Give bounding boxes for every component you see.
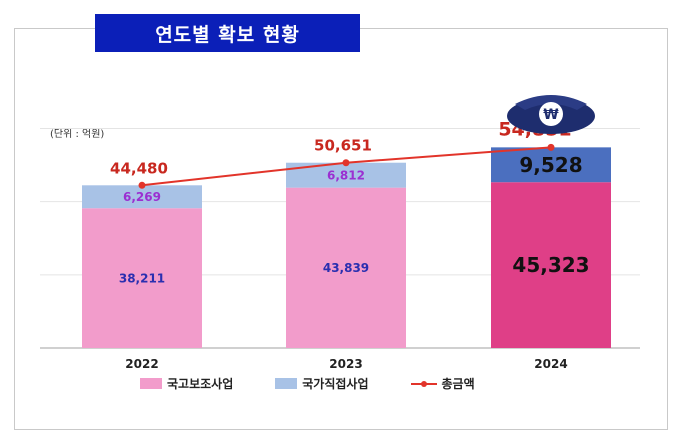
legend-swatch-total [410, 378, 437, 389]
data-label-subsidy-2023: 43,839 [323, 261, 369, 275]
won-symbol-icon: ₩ [543, 107, 559, 123]
won-coin-icon [539, 102, 563, 126]
legend-swatch-direct [275, 377, 298, 389]
x-tick-label-2024: 2024 [534, 357, 567, 371]
total-point-2023 [342, 159, 350, 167]
data-label-subsidy-2022: 38,211 [119, 271, 165, 285]
x-tick-label-2023: 2023 [329, 357, 362, 371]
data-label-subsidy-2024: 45,323 [512, 253, 589, 277]
bar-direct-2022 [82, 185, 202, 209]
chart-title: 연도별 확보 현황 [95, 14, 360, 52]
data-label-total-2023: 50,651 [314, 137, 372, 155]
legend-item-subsidy: 국고보조사업 [140, 375, 233, 392]
bar-subsidy-2023 [286, 187, 406, 348]
legend-item-total: 총금액 [410, 375, 475, 392]
bar-subsidy-2022 [82, 208, 202, 348]
legend: 국고보조사업 국가직접사업 총금액 [140, 372, 475, 394]
x-tick-label-2022: 2022 [125, 357, 158, 371]
legend-item-direct: 국가직접사업 [275, 375, 369, 392]
data-label-direct-2022: 6,269 [123, 190, 161, 204]
legend-swatch-subsidy [140, 377, 162, 389]
bar-subsidy-2024 [491, 182, 611, 348]
total-point-2024 [547, 143, 555, 151]
bar-direct-2024 [491, 147, 611, 183]
legend-label-direct: 국가직접사업 [302, 376, 369, 391]
data-label-direct-2024: 9,528 [519, 153, 582, 177]
data-label-direct-2023: 6,812 [327, 168, 365, 182]
data-label-total-2022: 44,480 [110, 159, 168, 177]
unit-label: (단위 : 억원) [50, 129, 105, 140]
legend-label-total: 총금액 [441, 376, 475, 391]
legend-label-subsidy: 국고보조사업 [167, 376, 234, 391]
total-point-2022 [138, 181, 146, 189]
